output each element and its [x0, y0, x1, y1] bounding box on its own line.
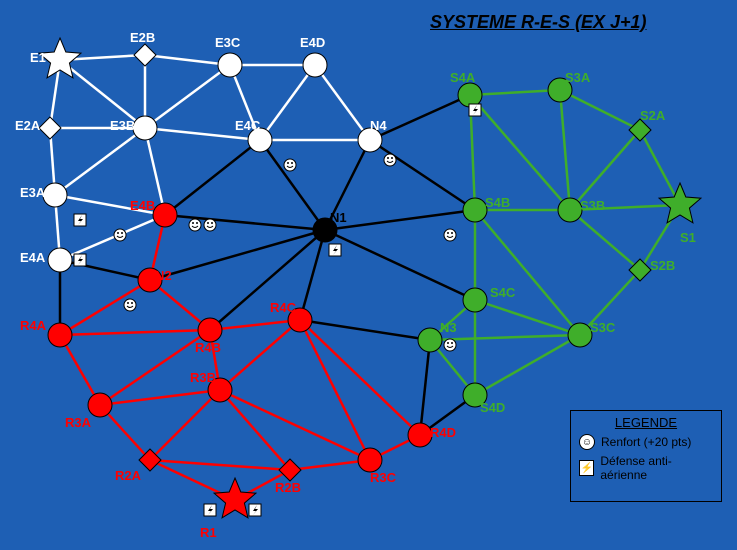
node-N1: [313, 218, 337, 242]
bolt-marker: [469, 104, 481, 116]
bolt-marker: [204, 504, 216, 516]
edge: [220, 320, 300, 390]
edge: [580, 270, 640, 335]
node-R3B: [208, 378, 232, 402]
diagram-title: SYSTEME R-E-S (EX J+1): [430, 12, 647, 33]
edge: [570, 210, 640, 270]
edge: [640, 130, 680, 205]
diagram-stage: SYSTEME R-E-S (EX J+1) LEGENDE ☺ Renfort…: [0, 0, 737, 550]
legend-row-1: ⚡ Défense anti-aérienne: [579, 454, 713, 482]
edge: [150, 230, 325, 280]
node-E3B: [133, 116, 157, 140]
node-E2B: [134, 44, 156, 66]
legend-box: LEGENDE ☺ Renfort (+20 pts) ⚡ Défense an…: [570, 410, 722, 502]
node-S4A: [458, 83, 482, 107]
edge: [300, 320, 370, 460]
edge: [570, 205, 680, 210]
edge: [210, 320, 300, 330]
edge: [325, 210, 475, 230]
node-N4: [358, 128, 382, 152]
node-R4A: [48, 323, 72, 347]
legend-title: LEGENDE: [571, 415, 721, 430]
node-S4C: [463, 288, 487, 312]
legend-row-0-label: Renfort (+20 pts): [601, 435, 691, 449]
node-E4D: [303, 53, 327, 77]
smiley-marker: [444, 339, 456, 351]
edge: [560, 90, 640, 130]
edge: [220, 390, 370, 460]
smiley-marker: [384, 154, 396, 166]
smiley-marker: [124, 299, 136, 311]
edge: [55, 195, 165, 215]
edge: [145, 55, 230, 65]
edge: [150, 460, 290, 470]
edge: [145, 65, 230, 128]
bolt-marker: [249, 504, 261, 516]
node-E3A: [43, 183, 67, 207]
node-R4C: [288, 308, 312, 332]
edge: [370, 140, 475, 210]
edge: [315, 65, 370, 140]
edge: [165, 140, 260, 215]
edge: [260, 65, 315, 140]
smiley-marker: [444, 229, 456, 241]
node-E4C: [248, 128, 272, 152]
node-E4A: [48, 248, 72, 272]
edge: [570, 130, 640, 210]
edge: [325, 140, 370, 230]
edge: [260, 140, 325, 230]
edge: [475, 335, 580, 395]
edge: [470, 90, 560, 95]
node-E3C: [218, 53, 242, 77]
node-R3C: [358, 448, 382, 472]
edge: [300, 320, 420, 435]
edge: [470, 95, 570, 210]
node-S3B: [558, 198, 582, 222]
bolt-marker: [329, 244, 341, 256]
node-R4D: [408, 423, 432, 447]
edge: [145, 128, 260, 140]
node-S3A: [548, 78, 572, 102]
edge: [560, 90, 570, 210]
node-E4B: [153, 203, 177, 227]
node-R3A: [88, 393, 112, 417]
edge: [220, 390, 290, 470]
edge: [55, 128, 145, 195]
bolt-icon: ⚡: [579, 460, 594, 476]
edge: [60, 280, 150, 335]
node-S4D: [463, 383, 487, 407]
edge: [60, 330, 210, 335]
legend-row-1-label: Défense anti-aérienne: [600, 454, 713, 482]
node-R4B: [198, 318, 222, 342]
legend-row-0: ☺ Renfort (+20 pts): [579, 434, 713, 450]
smiley-marker: [284, 159, 296, 171]
edge: [300, 230, 325, 320]
node-S4B: [463, 198, 487, 222]
node-N2: [138, 268, 162, 292]
smiley-icon: ☺: [579, 434, 595, 450]
smiley-marker: [204, 219, 216, 231]
edge: [370, 95, 470, 140]
node-S3C: [568, 323, 592, 347]
smiley-marker: [114, 229, 126, 241]
edge: [145, 128, 165, 215]
edge: [60, 60, 145, 128]
smiley-marker: [189, 219, 201, 231]
bolt-marker: [74, 254, 86, 266]
edge: [420, 340, 430, 435]
edge: [150, 390, 220, 460]
node-N3: [418, 328, 442, 352]
bolt-marker: [74, 214, 86, 226]
node-E2A: [39, 117, 61, 139]
node-S1: [659, 183, 701, 223]
